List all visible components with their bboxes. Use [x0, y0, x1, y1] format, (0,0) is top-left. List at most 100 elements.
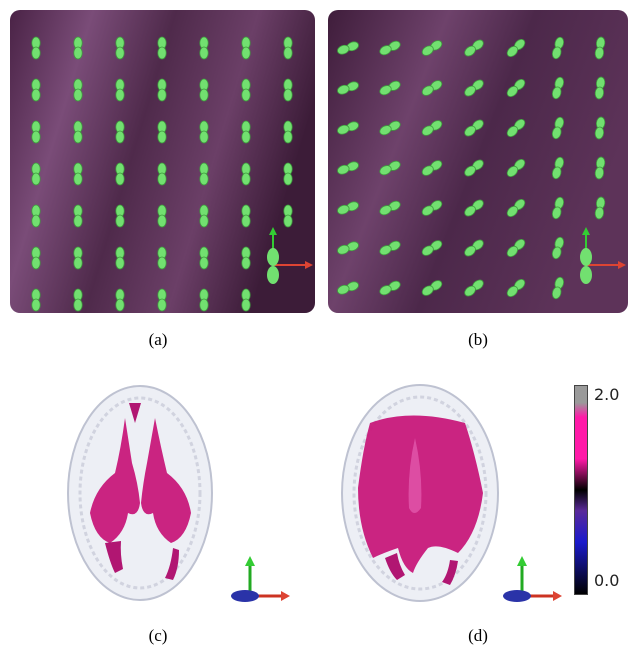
glyph: [421, 120, 443, 136]
axes-gizmo-a: [267, 227, 313, 284]
glyph: [594, 116, 606, 140]
glyph: [464, 159, 484, 177]
glyph: [157, 162, 167, 186]
glyph: [421, 40, 443, 56]
glyph: [73, 246, 83, 270]
axes-gizmo-b: [580, 227, 626, 284]
glyph: [337, 161, 359, 175]
glyph: [157, 288, 167, 312]
glyph: [157, 36, 167, 60]
glyph: [551, 276, 565, 300]
glyph: [199, 120, 209, 144]
glyph: [73, 162, 83, 186]
brain-render-d: [330, 378, 570, 613]
glyph: [115, 120, 125, 144]
glyph: [241, 36, 251, 60]
glyph: [115, 204, 125, 228]
glyph: [241, 78, 251, 102]
glyph: [115, 288, 125, 312]
glyph: [337, 281, 359, 295]
glyph: [421, 200, 443, 216]
glyph: [283, 162, 293, 186]
glyph: [551, 76, 565, 100]
glyph: [241, 288, 251, 312]
glyph: [379, 240, 401, 256]
glyph: [31, 120, 41, 144]
glyph: [241, 204, 251, 228]
glyph: [506, 78, 526, 98]
glyph: [506, 118, 526, 138]
glyph: [464, 279, 484, 297]
glyph: [157, 204, 167, 228]
glyph: [73, 204, 83, 228]
glyph: [73, 288, 83, 312]
glyph: [199, 36, 209, 60]
glyph: [506, 198, 526, 218]
glyph: [379, 280, 401, 296]
glyph: [199, 288, 209, 312]
glyph: [157, 78, 167, 102]
caption-a: (a): [148, 330, 168, 349]
glyph: [421, 160, 443, 176]
glyph: [31, 246, 41, 270]
glyph: [337, 81, 359, 95]
panel-a: [10, 10, 315, 313]
glyph: [464, 119, 484, 137]
glyph: [337, 41, 359, 55]
glyph: [551, 36, 565, 60]
glyph-field-a: [10, 10, 315, 313]
glyph: [157, 120, 167, 144]
glyph: [379, 200, 401, 216]
glyph: [31, 78, 41, 102]
axes-gizmo-d: [503, 556, 562, 602]
brain-render-c: [55, 378, 305, 613]
glyph: [31, 36, 41, 60]
glyph-field-b: [328, 10, 628, 313]
glyph: [379, 120, 401, 136]
glyph: [337, 121, 359, 135]
glyph: [506, 238, 526, 258]
glyph: [551, 236, 565, 260]
glyph: [594, 156, 606, 180]
glyph: [199, 246, 209, 270]
panel-b: [328, 10, 628, 313]
glyph: [337, 241, 359, 255]
glyph: [594, 76, 606, 100]
glyph: [31, 288, 41, 312]
glyph: [464, 239, 484, 257]
glyph: [283, 120, 293, 144]
caption-c: (c): [148, 626, 168, 645]
glyph: [594, 196, 606, 220]
glyph: [594, 36, 606, 60]
glyph: [115, 78, 125, 102]
glyph: [506, 158, 526, 178]
glyph: [464, 39, 484, 57]
glyph: [283, 204, 293, 228]
glyph: [421, 280, 443, 296]
glyph: [199, 162, 209, 186]
glyph: [379, 160, 401, 176]
glyph: [241, 162, 251, 186]
glyph: [241, 120, 251, 144]
caption-d: (d): [468, 626, 488, 645]
glyph: [421, 80, 443, 96]
glyph: [199, 78, 209, 102]
glyph: [421, 240, 443, 256]
glyph: [31, 204, 41, 228]
glyph: [283, 78, 293, 102]
glyph: [115, 162, 125, 186]
glyph: [73, 36, 83, 60]
glyph: [31, 162, 41, 186]
glyph: [199, 204, 209, 228]
glyph: [379, 80, 401, 96]
glyph: [115, 36, 125, 60]
axes-gizmo-c: [231, 556, 290, 602]
glyph: [551, 116, 565, 140]
glyph: [506, 278, 526, 298]
glyph: [337, 201, 359, 215]
glyph: [115, 246, 125, 270]
glyph: [551, 196, 565, 220]
glyph: [73, 120, 83, 144]
glyph: [551, 156, 565, 180]
glyph: [506, 38, 526, 58]
